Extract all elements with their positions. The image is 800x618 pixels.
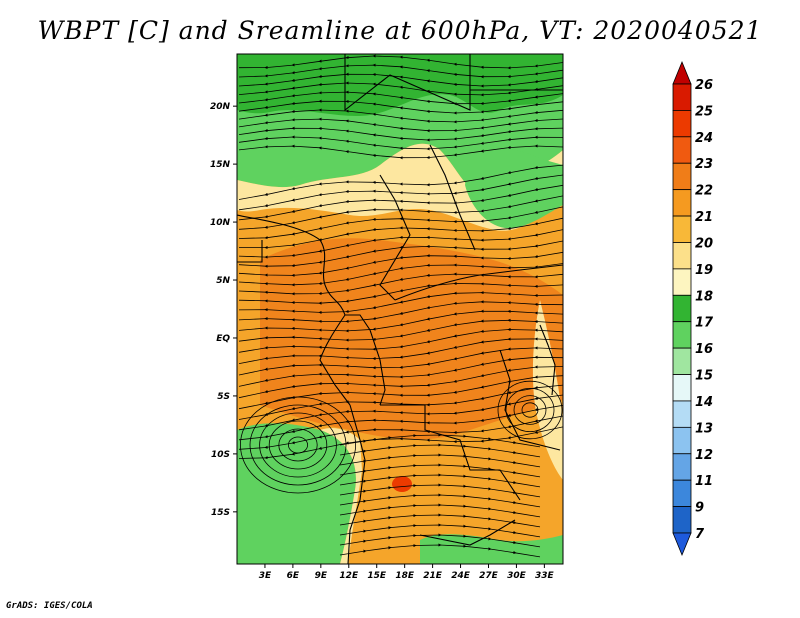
colorbar-label: 18 xyxy=(695,289,713,304)
colorbar-bottom-arrow xyxy=(672,532,692,557)
map-frame xyxy=(236,53,564,565)
streamline-vortex xyxy=(521,402,539,418)
streamline xyxy=(339,473,541,488)
lat-tick-label: 10S xyxy=(211,450,230,460)
lat-tick-label: 20N xyxy=(210,102,231,112)
streamline-vortex xyxy=(239,396,356,494)
streamline xyxy=(339,463,541,478)
streamline xyxy=(339,433,541,448)
colorbar-swatch xyxy=(672,426,692,455)
country-borders xyxy=(237,54,563,564)
colorbar-label: 26 xyxy=(695,78,713,93)
map-title: WBPT [C] and Sreamline at 600hPa, VT: 20… xyxy=(37,16,763,45)
streamline-vortex xyxy=(259,412,337,478)
colorbar-label: 14 xyxy=(695,395,713,410)
colorbar-swatch xyxy=(672,268,692,296)
colorbar-swatch xyxy=(672,294,692,323)
lon-tick-label: 18E xyxy=(395,571,415,581)
streamline xyxy=(339,493,541,508)
streamline xyxy=(339,453,541,468)
streamline-vortex xyxy=(505,387,555,432)
lat-tick-label: 5N xyxy=(216,276,230,286)
colorbar-swatch xyxy=(672,374,692,402)
streamline xyxy=(339,483,541,498)
lon-tick-label: 12E xyxy=(339,571,359,581)
colorbar-label: 22 xyxy=(695,184,713,199)
streamline xyxy=(339,443,541,458)
field-east-pale xyxy=(532,300,563,480)
field-red-max xyxy=(392,476,412,492)
streamline-vortex xyxy=(513,395,547,425)
colorbar-swatch xyxy=(672,189,692,217)
colorbar-swatch xyxy=(672,215,692,243)
colorbar: 26 25 24 23 22 21 20 19 18 17 16 15 14 13 12 11 9 7 xyxy=(672,60,714,557)
colorbar-label: 17 xyxy=(695,316,714,331)
lon-tick-label: 30E xyxy=(507,571,527,581)
colorbar-swatch xyxy=(672,400,692,428)
field-southwest-green xyxy=(237,423,356,564)
colorbar-label: 24 xyxy=(695,131,713,146)
colorbar-label: 15 xyxy=(695,369,713,384)
streamline xyxy=(339,543,541,558)
streamline-vortex xyxy=(268,420,328,470)
streamlines xyxy=(238,54,563,558)
colorbar-label: 23 xyxy=(695,157,713,172)
colorbar-swatch xyxy=(672,83,692,111)
colorbar-label: 13 xyxy=(695,421,713,436)
streamline-vortex xyxy=(278,428,318,462)
streamline-vortex xyxy=(287,436,308,454)
lon-axis: 3E 6E 9E 12E 15E 18E 21E 24E 27E 30E 33E xyxy=(259,564,555,581)
field-southwest-pale xyxy=(320,428,362,564)
colorbar-swatch xyxy=(672,479,692,507)
map-panel[interactable] xyxy=(237,54,563,564)
lat-tick-label: 15N xyxy=(210,160,231,170)
colorbar-swatch xyxy=(672,136,692,164)
lon-tick-label: 33E xyxy=(535,571,555,581)
colorbar-swatch xyxy=(672,242,692,270)
colorbar-swatch xyxy=(672,347,692,375)
lon-tick-label: 24E xyxy=(451,571,471,581)
colorbar-swatch xyxy=(672,453,692,481)
colorbar-label: 19 xyxy=(695,263,713,278)
lon-tick-label: 27E xyxy=(479,571,499,581)
streamline xyxy=(238,144,563,160)
lat-axis: 20N 15N 10N 5N EQ 5S 10S 15S xyxy=(210,102,237,518)
colorbar-swatch xyxy=(672,506,692,534)
colorbar-swatch xyxy=(672,321,692,349)
colorbar-label: 11 xyxy=(695,474,713,489)
colorbar-top-arrow xyxy=(672,60,692,85)
streamline-vortex xyxy=(497,380,563,440)
lon-tick-label: 6E xyxy=(287,571,300,581)
colorbar-swatch xyxy=(672,110,692,138)
lat-tick-label: 5S xyxy=(217,392,230,402)
streamline xyxy=(339,533,541,548)
lat-tick-label: 10N xyxy=(210,218,231,228)
streamline-vortex xyxy=(249,404,347,486)
lon-tick-label: 21E xyxy=(423,571,443,581)
lon-tick-label: 3E xyxy=(259,571,272,581)
streamline xyxy=(339,503,541,518)
lat-tick-label: 15S xyxy=(211,508,230,518)
lon-tick-label: 9E xyxy=(315,571,328,581)
colorbar-swatch xyxy=(672,162,692,191)
colorbar-label: 12 xyxy=(695,448,713,463)
colorbar-label: 7 xyxy=(695,527,705,542)
colorbar-label: 21 xyxy=(695,210,713,225)
colorbar-label: 9 xyxy=(695,501,704,516)
lon-tick-label: 15E xyxy=(367,571,387,581)
colorbar-label: 25 xyxy=(695,104,713,119)
streamline xyxy=(339,523,541,538)
colorbar-label: 16 xyxy=(695,342,713,357)
colorbar-label: 20 xyxy=(695,236,713,251)
streamline xyxy=(339,513,541,528)
grads-credit: GrADS: IGES/COLA xyxy=(6,601,93,611)
lat-tick-label: EQ xyxy=(216,334,230,344)
